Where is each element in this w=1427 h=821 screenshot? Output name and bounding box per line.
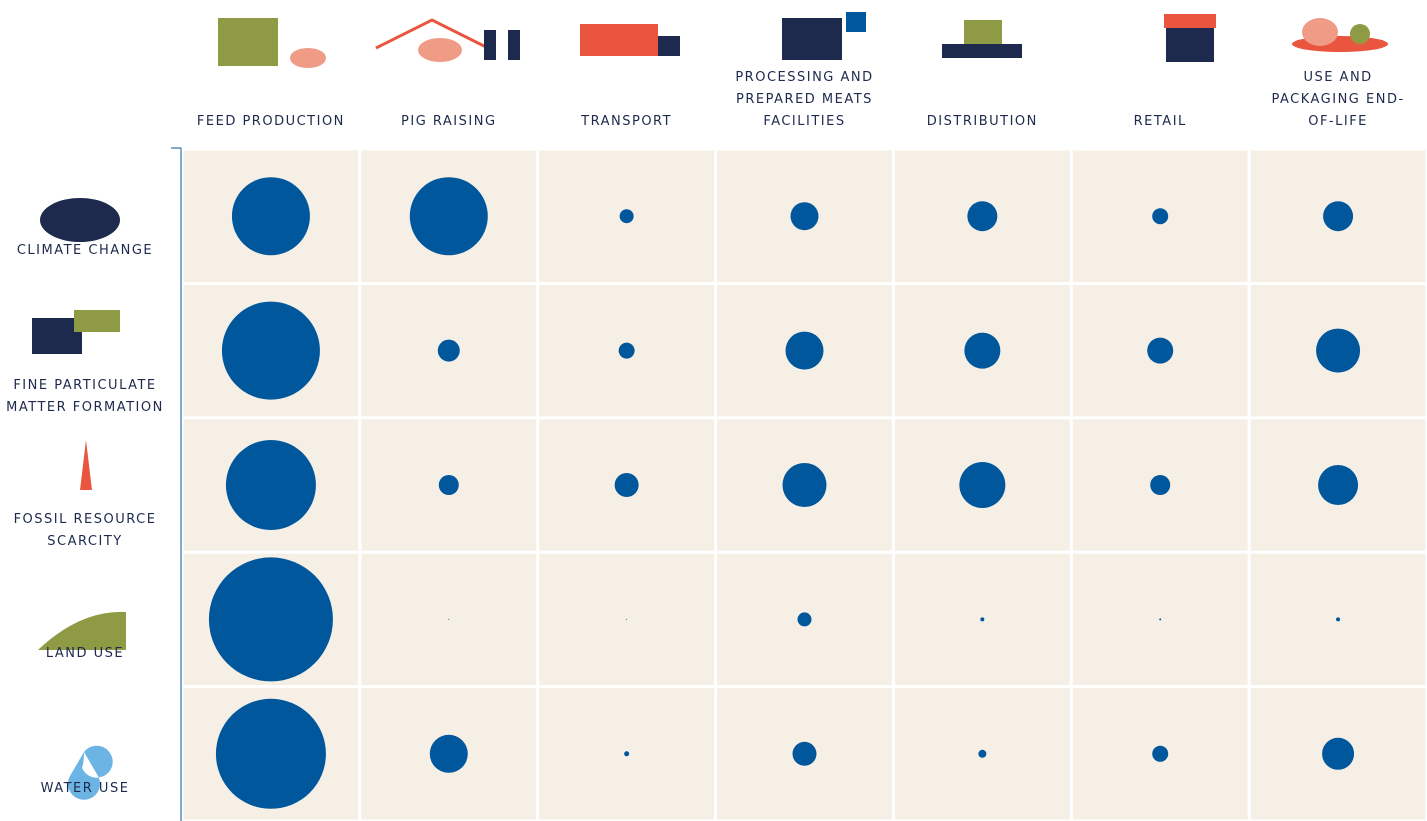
- bubble: [438, 340, 460, 362]
- flag-icon: [846, 12, 866, 32]
- bubble: [964, 333, 1000, 369]
- column-label: DISTRIBUTION: [907, 111, 1057, 133]
- row-label: FINE PARTICULATE MATTER FORMATION: [0, 375, 170, 419]
- factory-icon: [782, 18, 842, 60]
- bubble: [783, 463, 827, 507]
- bubble: [430, 735, 468, 773]
- bubble: [978, 750, 986, 758]
- bubble: [967, 201, 997, 231]
- bubble: [216, 699, 326, 809]
- bubble: [1323, 201, 1353, 231]
- bubble: [791, 202, 819, 230]
- bubble: [410, 177, 488, 255]
- bubble: [626, 619, 627, 620]
- bubble: [959, 462, 1005, 508]
- bubble: [1152, 746, 1168, 762]
- row-label: LAND USE: [0, 643, 170, 665]
- oil-rig-icon: [80, 440, 92, 490]
- truck-icon: [74, 310, 120, 332]
- pallet-icon: [964, 20, 1002, 46]
- column-label: PROCESSING AND PREPARED MEATS FACILITIES: [730, 67, 880, 133]
- bubble: [232, 177, 310, 255]
- store-icon: [1166, 28, 1214, 62]
- bubble: [1336, 617, 1340, 621]
- bubble: [209, 557, 333, 681]
- veg-icon: [1350, 24, 1370, 44]
- column-label: PIG RAISING: [374, 111, 524, 133]
- column-label: RETAIL: [1085, 111, 1235, 133]
- co2-icon: [40, 198, 120, 242]
- bubble: [1159, 618, 1161, 620]
- bubble: [439, 475, 459, 495]
- feed-pig-icon: [290, 48, 326, 68]
- ham-icon: [1302, 18, 1338, 46]
- row-label: FOSSIL RESOURCE SCARCITY: [0, 509, 170, 553]
- bubble: [620, 209, 634, 223]
- bubble: [1322, 738, 1354, 770]
- page: (() => { const data = JSON.parse(documen…: [0, 0, 1427, 821]
- bubble: [624, 751, 629, 756]
- bubble: [1147, 338, 1173, 364]
- column-label: USE AND PACKAGING END-OF-LIFE: [1263, 67, 1413, 133]
- awning-icon: [1164, 14, 1216, 28]
- silo-icon: [508, 30, 520, 60]
- bubble: [1150, 475, 1170, 495]
- distribution-truck-icon: [942, 44, 1022, 58]
- bubble: [1152, 208, 1168, 224]
- bubble: [226, 440, 316, 530]
- pig-icon: [418, 38, 462, 62]
- truck-icon: [580, 24, 658, 56]
- bubble: [793, 742, 817, 766]
- bubble: [1318, 465, 1358, 505]
- column-label: TRANSPORT: [552, 111, 702, 133]
- silo-icon: [484, 30, 496, 60]
- truck-cab-icon: [658, 36, 680, 56]
- bubble: [615, 473, 639, 497]
- feed-icon: [218, 18, 278, 66]
- column-label: FEED PRODUCTION: [196, 111, 346, 133]
- bubble: [222, 302, 320, 400]
- bubble: [980, 617, 984, 621]
- row-label: WATER USE: [0, 778, 170, 800]
- row-label: CLIMATE CHANGE: [0, 240, 170, 262]
- bubble: [619, 343, 635, 359]
- bubble: [786, 332, 824, 370]
- bubble: [1316, 329, 1360, 373]
- bubble: [448, 619, 449, 620]
- bubble: [798, 612, 812, 626]
